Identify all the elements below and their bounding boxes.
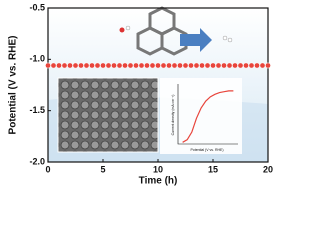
data-point <box>199 62 205 69</box>
chart: Time (h) Potential (V vs. RHE) Current d… <box>8 2 273 187</box>
data-point <box>72 62 79 69</box>
data-point <box>171 62 178 69</box>
data-point <box>160 62 167 69</box>
data-point <box>45 62 51 69</box>
data-point <box>94 62 101 69</box>
data-point <box>133 62 139 69</box>
data-point <box>248 62 255 69</box>
x-tick-label: 5 <box>100 164 105 174</box>
x-tick-label: 10 <box>153 164 163 174</box>
data-point <box>237 62 244 69</box>
data-point <box>122 62 128 69</box>
x-tick-label: 20 <box>263 164 273 174</box>
catalyst-illustration <box>119 6 233 56</box>
data-point <box>188 62 194 69</box>
data-point <box>50 62 57 69</box>
data-point <box>144 62 150 69</box>
x-axis-label: Time (h) <box>139 176 178 187</box>
data-point <box>254 62 260 69</box>
sem-image <box>57 77 159 153</box>
inset-axes <box>177 84 238 145</box>
data-point <box>193 62 200 69</box>
data-point <box>83 62 90 69</box>
data-point <box>56 62 62 69</box>
data-point <box>100 62 106 69</box>
data-line <box>182 90 234 143</box>
data-point <box>210 62 216 69</box>
data-point <box>155 62 161 69</box>
data-point <box>204 62 211 69</box>
data-point <box>116 62 123 69</box>
data-point <box>67 62 73 69</box>
data-point <box>166 62 172 69</box>
data-point <box>127 62 134 69</box>
data-point <box>177 62 183 69</box>
x-tick-label: 15 <box>208 164 218 174</box>
y-tick-label: -1.5 <box>29 105 45 115</box>
x-tick-label: 0 <box>45 164 50 174</box>
data-point <box>182 62 189 69</box>
data-point <box>259 62 266 69</box>
data-point <box>243 62 249 69</box>
inset-y-axis-label: Current density (mA cm⁻²) <box>171 95 175 136</box>
data-point <box>78 62 84 69</box>
data-point <box>265 62 271 69</box>
y-axis-label: Potential (V vs. RHE) <box>8 36 19 135</box>
data-point <box>215 62 222 69</box>
data-point <box>232 62 238 69</box>
y-tick-label: -1.0 <box>29 54 45 64</box>
y-tick-label: -0.5 <box>29 2 45 12</box>
data-point <box>138 62 145 69</box>
data-point <box>111 62 117 69</box>
y-tick-label: -2.0 <box>29 156 45 166</box>
inset-x-axis-label: Potential (V vs. RHE) <box>190 148 223 152</box>
data-point <box>221 62 227 69</box>
data-point <box>226 62 233 69</box>
data-point <box>89 62 95 69</box>
data-point <box>61 62 68 69</box>
data-point <box>105 62 112 69</box>
data-point <box>149 62 156 69</box>
